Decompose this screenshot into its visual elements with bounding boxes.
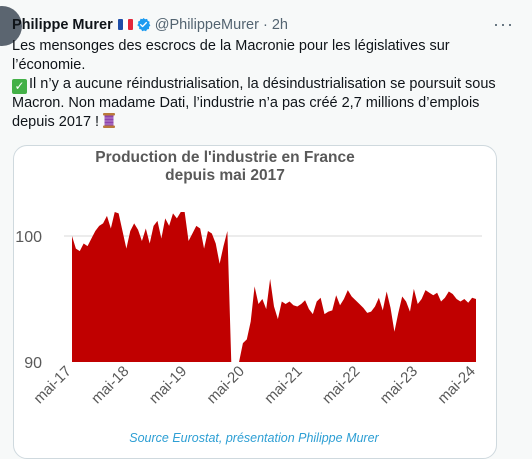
tweet-text-line-2: ✓ Il n’y a aucune réindustrialisation, la… xyxy=(12,75,512,132)
x-tick-label: mai-23 xyxy=(377,363,421,407)
y-axis-tick-labels: 90 100 xyxy=(15,229,42,372)
tweet-text-line-2-text: Il n’y a aucune réindustrialisation, la … xyxy=(12,76,496,130)
x-tick-label: mai-22 xyxy=(319,363,363,407)
avatar[interactable] xyxy=(0,6,22,46)
x-tick-label: mai-19 xyxy=(146,363,190,407)
check-mark-button-icon: ✓ xyxy=(12,79,27,94)
x-tick-label: mai-21 xyxy=(261,363,305,407)
y-tick-label: 90 xyxy=(24,355,42,372)
verified-badge-icon[interactable] xyxy=(136,17,151,32)
chart-title-line-2: depuis mai 2017 xyxy=(165,167,285,184)
france-flag-icon xyxy=(117,19,133,30)
x-tick-label: mai-24 xyxy=(434,363,478,407)
chart-title-line-1: Production de l'industrie en France xyxy=(95,149,355,166)
thread-spool-icon xyxy=(103,113,116,128)
chart-source-footer: Source Eurostat, présentation Philippe M… xyxy=(129,431,379,445)
user-handle[interactable]: @PhilippeMurer xyxy=(154,17,259,33)
tweet-text: Les mensonges des escrocs de la Macronie… xyxy=(12,37,512,132)
display-name[interactable]: Philippe Murer xyxy=(12,17,113,33)
separator: · xyxy=(262,17,268,33)
y-tick-label: 100 xyxy=(15,229,42,246)
x-axis-tick-labels: mai-17 mai-18 mai-19 mai-20 mai-21 mai-22 mai-… xyxy=(30,363,478,407)
industry-production-chart: Production de l'industrie en France depu… xyxy=(15,149,482,445)
more-options-icon[interactable]: ··· xyxy=(493,14,514,34)
timestamp[interactable]: 2h xyxy=(271,17,288,33)
tweet-header: Philippe Murer @PhilippeMurer · 2h xyxy=(12,17,288,33)
x-tick-label: mai-20 xyxy=(204,363,248,407)
production-area-series xyxy=(72,212,476,362)
x-tick-label: mai-18 xyxy=(88,363,132,407)
tweet-text-line-1: Les mensonges des escrocs de la Macronie… xyxy=(12,38,450,73)
production-area xyxy=(72,212,476,362)
chart-media-card[interactable]: Production de l'industrie en France depu… xyxy=(13,145,497,459)
